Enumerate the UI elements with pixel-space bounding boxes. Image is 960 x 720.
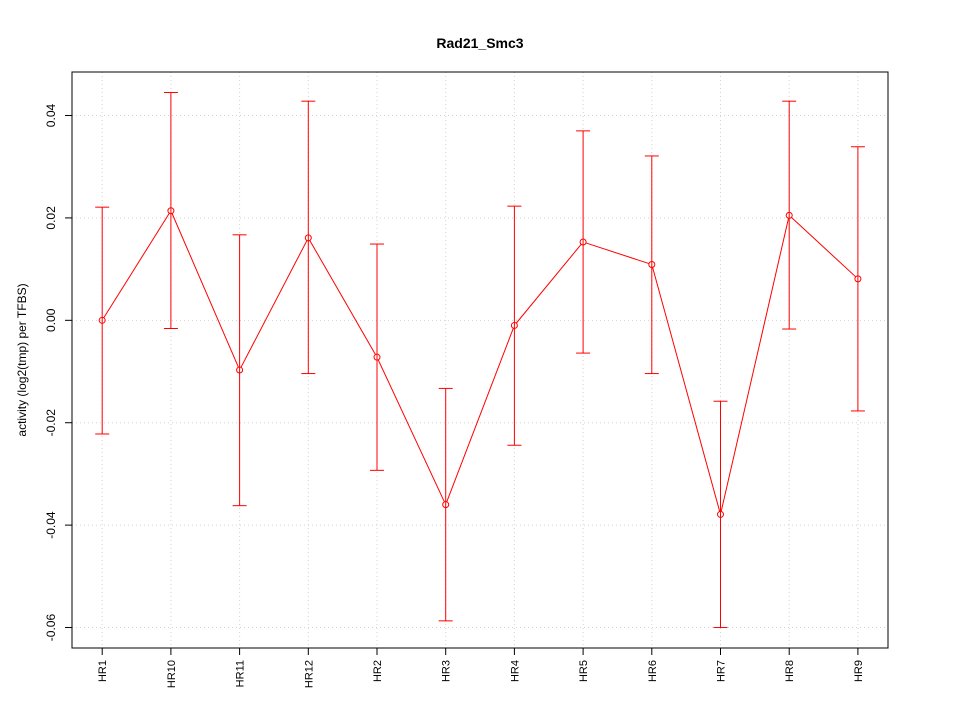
- x-axis: HR1 HR10 HR11 HR12 HR2 HR3 HR4 HR5 HR6 HR7 HR8 HR9: [97, 647, 865, 688]
- series-line: [103, 213, 857, 512]
- y-tick-label: 0.00: [44, 308, 58, 332]
- series-segment: [720, 218, 790, 512]
- x-tick-label: HR12: [303, 660, 315, 688]
- data-point: [304, 234, 312, 242]
- data-point: [510, 321, 518, 329]
- y-axis-label: activity (log2(tmp) per TFBS): [15, 283, 29, 436]
- data-point: [442, 501, 450, 509]
- series-segment: [515, 243, 582, 324]
- series-segment: [652, 267, 721, 512]
- series-segment: [309, 240, 376, 355]
- data-point: [785, 211, 793, 219]
- series-segment: [377, 359, 445, 503]
- series-segment: [446, 328, 514, 503]
- x-tick-label: HR6: [647, 660, 659, 682]
- data-point: [98, 316, 106, 324]
- y-tick-label: 0.02: [44, 206, 58, 230]
- data-point: [717, 510, 724, 518]
- y-axis: -0.06 -0.04 -0.02 0.00 0.02 0.04: [44, 104, 73, 642]
- y-tick-label: -0.04: [44, 511, 58, 539]
- grid: [72, 72, 888, 648]
- series-segment: [171, 213, 239, 368]
- series-segment: [585, 242, 650, 265]
- series-segment: [791, 217, 857, 278]
- data-point: [579, 238, 587, 246]
- chart-title: Rad21_Smc3: [436, 35, 523, 51]
- x-tick-label: HR11: [235, 660, 247, 687]
- x-tick-label: HR8: [784, 660, 796, 682]
- x-tick-label: HR7: [716, 660, 728, 682]
- x-tick-label: HR1: [97, 660, 109, 682]
- y-tick-label: -0.02: [44, 409, 58, 437]
- y-tick-label: -0.06: [44, 614, 58, 642]
- y-tick-label: 0.04: [44, 104, 58, 128]
- x-tick-label: HR5: [578, 660, 590, 682]
- data-point: [854, 275, 862, 283]
- data-point: [373, 353, 381, 361]
- x-tick-label: HR10: [166, 660, 178, 688]
- x-tick-label: HR9: [853, 660, 865, 682]
- data-point: [648, 261, 656, 269]
- series-segment: [103, 213, 170, 319]
- x-tick-label: HR3: [441, 660, 453, 682]
- data-point: [167, 207, 175, 215]
- plot-frame: [71, 71, 889, 649]
- series-segment: [240, 240, 308, 368]
- data-point: [236, 366, 244, 374]
- data-points: [98, 207, 862, 518]
- error-bars: [95, 91, 865, 629]
- x-tick-label: HR4: [509, 660, 521, 682]
- x-tick-label: HR2: [372, 660, 384, 682]
